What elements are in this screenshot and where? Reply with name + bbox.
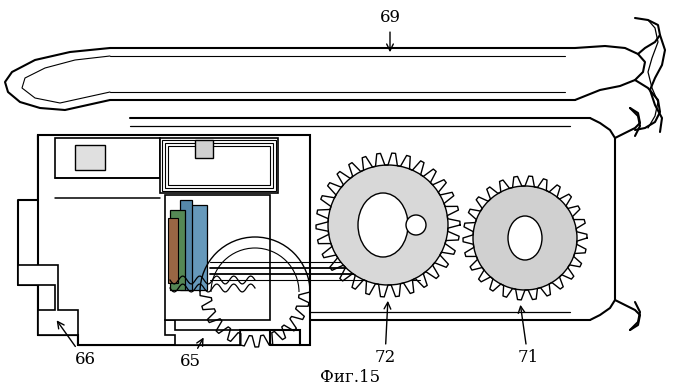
Bar xyxy=(195,140,213,158)
Text: 71: 71 xyxy=(517,306,539,367)
Text: 65: 65 xyxy=(180,339,203,370)
Ellipse shape xyxy=(508,216,542,260)
Polygon shape xyxy=(18,265,78,335)
Circle shape xyxy=(406,215,426,235)
Polygon shape xyxy=(165,320,240,345)
Text: 66: 66 xyxy=(57,321,96,369)
Bar xyxy=(168,146,270,185)
Text: 69: 69 xyxy=(380,9,401,51)
Bar xyxy=(162,140,276,191)
Bar xyxy=(55,138,160,178)
Bar xyxy=(180,200,192,290)
Circle shape xyxy=(328,165,448,285)
Bar xyxy=(165,143,273,188)
Bar xyxy=(165,195,270,320)
Bar xyxy=(185,205,207,290)
Text: Фиг.15: Фиг.15 xyxy=(320,369,380,386)
Bar xyxy=(75,145,105,170)
Bar xyxy=(170,210,185,290)
Text: 72: 72 xyxy=(375,302,396,367)
Bar xyxy=(160,138,278,193)
Ellipse shape xyxy=(358,193,408,257)
Bar xyxy=(168,218,178,283)
Polygon shape xyxy=(38,135,310,345)
Circle shape xyxy=(473,186,577,290)
